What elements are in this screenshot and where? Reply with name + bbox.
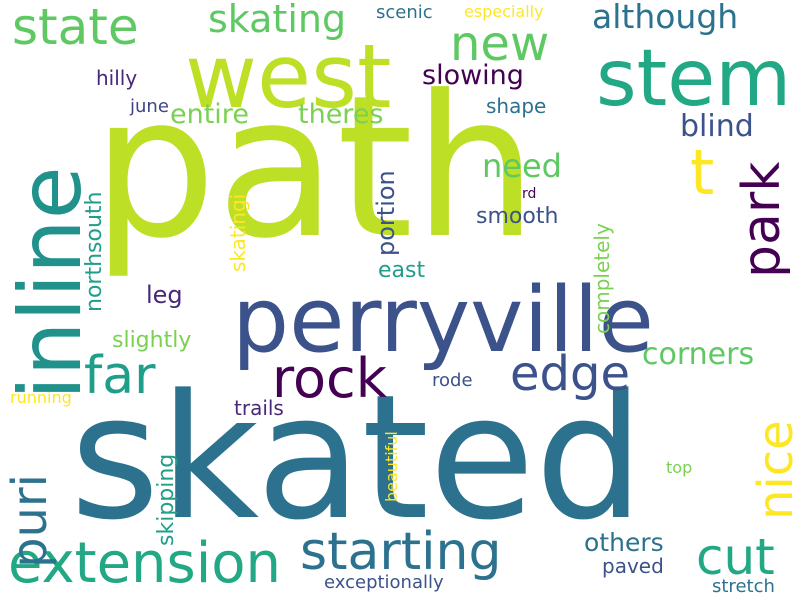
word-far: far (84, 346, 156, 406)
word-need: need (482, 147, 562, 185)
word-beautiful: beautiful (382, 431, 401, 502)
word-skipping: skipping (154, 453, 179, 546)
word-completely: completely (590, 223, 614, 334)
word-east: east (378, 258, 426, 283)
word-nice: nice (748, 420, 800, 520)
word-west: west (185, 25, 392, 128)
word-june: june (130, 96, 169, 117)
word-slowing: slowing (422, 60, 524, 91)
word-paved: paved (602, 554, 664, 578)
word-skated: skated (70, 357, 645, 558)
word-perryville: perryville (232, 268, 654, 373)
word-shape: shape (486, 94, 547, 118)
word-skatingi: skatingi (226, 193, 250, 272)
word-theres: theres (298, 99, 384, 130)
word-scenic: scenic (376, 2, 433, 23)
word-others: others (584, 528, 664, 557)
word-rode: rode (432, 370, 473, 391)
word-cut: cut (696, 528, 775, 586)
word-stem: stem (596, 34, 792, 124)
word-rd: rd (522, 186, 537, 202)
word-hilly: hilly (96, 66, 138, 90)
word-especially: especially (464, 2, 544, 21)
word-new: new (450, 16, 550, 72)
word-edge: edge (510, 346, 630, 402)
word-although: although (592, 0, 739, 36)
word-trails: trails (234, 396, 284, 420)
word-extension: extension (8, 531, 281, 596)
word-corners: corners (642, 337, 755, 372)
word-northsouth: northsouth (82, 191, 107, 312)
word-skating: skating (208, 0, 347, 41)
word-exceptionally: exceptionally (324, 572, 444, 593)
word-entire: entire (170, 99, 249, 130)
word-stretch: stretch (712, 576, 775, 597)
word-portion: portion (372, 170, 400, 256)
word-smooth: smooth (476, 204, 559, 229)
word-slightly: slightly (112, 328, 192, 353)
word-leg: leg (146, 281, 183, 309)
word-top: top (666, 458, 693, 477)
word-t: t (690, 136, 715, 209)
word-park: park (732, 161, 792, 278)
word-state: state (12, 0, 139, 56)
word-running: running (10, 388, 72, 407)
word-blind: blind (680, 109, 754, 144)
word-rock: rock (272, 347, 388, 410)
word-puri: puri (2, 474, 58, 568)
word-path: path (92, 54, 538, 282)
word-starting: starting (300, 522, 502, 582)
